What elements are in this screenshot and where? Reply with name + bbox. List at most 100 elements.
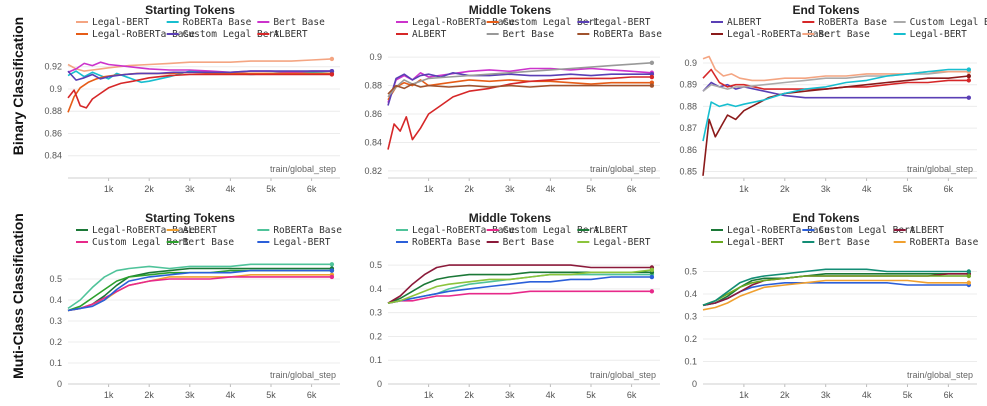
x-tick-label: 2k bbox=[464, 390, 474, 400]
legend-label-legal-roberta-base: Legal-RoBERTa Base bbox=[92, 225, 195, 236]
series-line-bert-base bbox=[702, 268, 969, 307]
legend-label-legal-bert: Legal-BERT bbox=[593, 237, 650, 248]
series-line-legal-roberta-base bbox=[67, 267, 332, 312]
x-tick-label: 3k bbox=[185, 184, 195, 194]
x-tick-label: 3k bbox=[505, 184, 515, 194]
series-end-point-bert-base bbox=[649, 60, 655, 65]
x-tick-label: 2k bbox=[464, 184, 474, 194]
x-tick-label: 6k bbox=[307, 390, 317, 400]
legend-label-bert-base: Bert Base bbox=[183, 237, 235, 248]
legend-label-custom-legal-bert: Custom Legal Bert bbox=[503, 17, 600, 28]
y-tick-label: 0 bbox=[377, 379, 382, 389]
x-tick-label: 3k bbox=[505, 390, 515, 400]
y-tick-label: 0.4 bbox=[369, 284, 382, 294]
series-end-point-albert bbox=[966, 95, 972, 100]
y-tick-label: 0.1 bbox=[684, 357, 697, 367]
legend-label-legal-roberta-base: Legal-RoBERTa Base bbox=[727, 225, 830, 236]
x-tick-label: 1k bbox=[739, 184, 749, 194]
x-axis-label: train/global_step bbox=[270, 164, 336, 174]
series-end-point-albert bbox=[649, 74, 655, 80]
series-line-legal-bert bbox=[702, 68, 969, 142]
legend-label-legal-bert: Legal-BERT bbox=[593, 17, 650, 28]
legend-label-albert: ALBERT bbox=[593, 225, 628, 236]
legend-label-albert: ALBERT bbox=[273, 29, 308, 40]
legend-label-albert: ALBERT bbox=[910, 225, 945, 236]
y-tick-label: 0.88 bbox=[44, 106, 62, 116]
x-tick-label: 4k bbox=[862, 390, 872, 400]
y-tick-label: 0.9 bbox=[369, 52, 382, 62]
series-line-roberta-base bbox=[67, 263, 332, 310]
series-end-point-roberta-base bbox=[966, 78, 972, 83]
x-tick-label: 2k bbox=[780, 390, 790, 400]
x-tick-label: 1k bbox=[424, 390, 434, 400]
legend-label-legal-roberta-base: Legal-RoBERTa Base bbox=[412, 17, 515, 28]
series-line-legal-bert bbox=[387, 269, 652, 304]
series-end-point-roberta-base bbox=[649, 83, 655, 88]
x-tick-label: 5k bbox=[903, 390, 913, 400]
y-tick-label: 0.85 bbox=[679, 166, 697, 176]
y-tick-label: 0.88 bbox=[364, 81, 382, 91]
y-tick-label: 0.3 bbox=[684, 312, 697, 322]
y-tick-label: 0.92 bbox=[44, 62, 62, 72]
x-axis-label: train/global_step bbox=[907, 370, 973, 380]
series-end-point-roberta-base bbox=[329, 262, 335, 267]
x-tick-label: 5k bbox=[266, 184, 276, 194]
y-tick-label: 0 bbox=[57, 379, 62, 389]
x-axis-label: train/global_step bbox=[270, 370, 336, 380]
legend-label-albert: ALBERT bbox=[183, 225, 218, 236]
legend-label-legal-roberta-base: Legal-RoBERTa Base bbox=[412, 225, 515, 236]
legend-label-roberta-base: RoBERTa Base bbox=[183, 17, 252, 28]
y-tick-label: 0.86 bbox=[364, 109, 382, 119]
chart-title: End Tokens bbox=[792, 211, 859, 225]
x-tick-label: 3k bbox=[821, 390, 831, 400]
chart-binary-end-tokens: End Tokens ALBERT RoBERTa Base Custom Legal… bbox=[679, 3, 987, 194]
series-end-point-legal-bert bbox=[329, 56, 335, 62]
x-tick-label: 2k bbox=[144, 184, 154, 194]
legend-label-legal-roberta-base: Legal-RoBERTa Base bbox=[92, 29, 195, 40]
series-line-legal-bert bbox=[702, 275, 969, 307]
row-label-multiclass: Muti-Class Classification bbox=[10, 213, 26, 379]
series-end-point-legal-bert bbox=[329, 268, 335, 273]
series-line-albert bbox=[67, 73, 332, 109]
legend-label-custom-legal-bert: Custom Legal Bert bbox=[818, 225, 915, 236]
x-tick-label: 4k bbox=[226, 390, 236, 400]
y-tick-label: 0.4 bbox=[49, 295, 62, 305]
y-tick-label: 0.2 bbox=[369, 331, 382, 341]
y-tick-label: 0.84 bbox=[44, 151, 62, 161]
legend-label-legal-roberta-base: Legal-RoBERTa Base bbox=[727, 29, 830, 40]
chart-title: End Tokens bbox=[792, 3, 859, 17]
y-tick-label: 0.5 bbox=[369, 260, 382, 270]
x-tick-label: 5k bbox=[903, 184, 913, 194]
y-tick-label: 0.89 bbox=[679, 80, 697, 90]
y-tick-label: 0.87 bbox=[679, 123, 697, 133]
series-line-legal-bert bbox=[67, 269, 332, 312]
legend-label-roberta-base: RoBERTa Base bbox=[910, 237, 979, 248]
series-end-point-legal-roberta-base bbox=[966, 73, 972, 79]
y-tick-label: 0.3 bbox=[369, 308, 382, 318]
chart-title: Starting Tokens bbox=[145, 3, 235, 17]
y-tick-label: 0.1 bbox=[49, 358, 62, 368]
legend-label-albert: ALBERT bbox=[727, 17, 762, 28]
x-tick-label: 3k bbox=[821, 184, 831, 194]
legend-label-bert-base: Bert Base bbox=[503, 237, 555, 248]
legend-label-legal-bert: Legal-BERT bbox=[92, 17, 149, 28]
legend-label-bert-base: Bert Base bbox=[273, 17, 325, 28]
series-line-bert-base bbox=[387, 264, 652, 304]
series-line-legal-bert bbox=[67, 58, 332, 72]
x-tick-label: 2k bbox=[144, 390, 154, 400]
row-label-binary: Binary Classification bbox=[10, 16, 26, 156]
series-line-roberta-base bbox=[387, 276, 652, 304]
y-tick-label: 0.86 bbox=[679, 145, 697, 155]
legend-label-roberta-base: RoBERTa Base bbox=[593, 29, 662, 40]
series-end-point-legal-bert bbox=[966, 67, 972, 72]
legend-label-legal-bert: Legal-BERT bbox=[727, 237, 784, 248]
x-axis-label: train/global_step bbox=[590, 164, 656, 174]
series-end-point-custom-legal-bert bbox=[649, 289, 655, 294]
series-end-point-bert-base bbox=[966, 269, 972, 274]
legend-label-bert-base: Bert Base bbox=[503, 29, 555, 40]
legend-label-custom-legal-bert: Custom Legal Bert bbox=[910, 17, 987, 28]
y-tick-label: 0.82 bbox=[364, 166, 382, 176]
